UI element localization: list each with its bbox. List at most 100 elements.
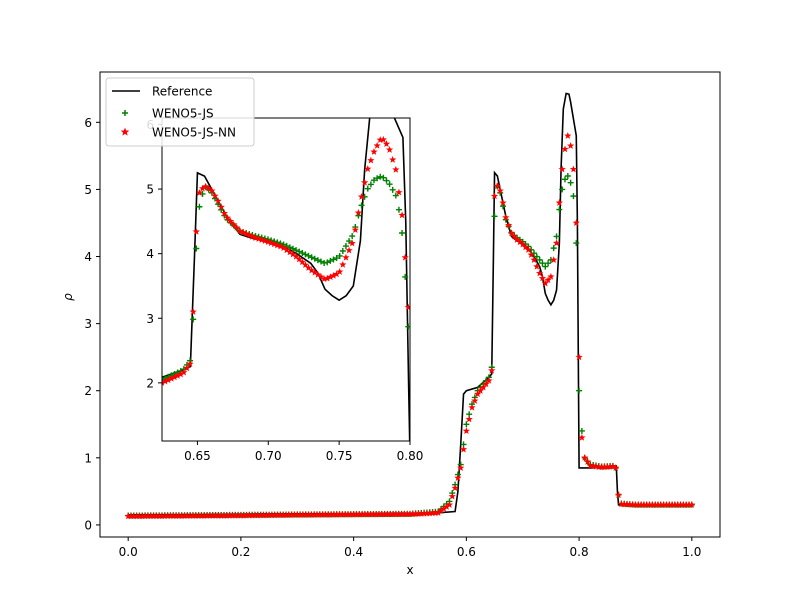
inset-point-weno5-js [383,177,390,184]
main-point-weno5-js-nn [507,229,516,237]
inset-axes-frame [161,117,411,442]
main-point-weno5-js-nn [462,427,470,435]
inset-point-weno5-js-nn [202,182,210,190]
inset-point-weno5-js-nn [226,217,235,225]
main-x-tick-label: 0.8 [570,545,589,559]
main-point-weno5-js-nn [417,509,425,517]
main-point-weno5-js [463,421,470,428]
main-point-weno5-js-nn [324,510,332,518]
main-x-tick-label: 0.6 [457,545,476,559]
main-point-weno5-js-nn [538,274,547,282]
main-y-tick-label: 1 [84,451,92,465]
main-point-weno5-js-nn [350,510,358,518]
inset-point-weno5-js-nn [289,250,297,258]
inset-point-weno5-js [305,252,312,259]
main-point-weno5-js-nn [262,511,270,519]
main-point-weno5-js-nn [581,454,589,461]
inset-series-reference-line [162,118,410,441]
main-point-weno5-js [550,245,557,252]
main-point-weno5-js-nn [223,511,231,519]
main-point-weno5-js-nn [130,512,138,520]
inset-point-weno5-js-nn [376,136,384,144]
main-point-weno5-js-nn [674,500,682,508]
inset-point-weno5-js-nn [292,252,300,260]
inset-point-weno5-js-nn [351,226,359,233]
main-point-weno5-js [533,253,540,260]
main-point-weno5-js-nn [634,500,642,508]
main-point-weno5-js-nn [231,511,239,519]
main-point-weno5-js-nn [234,511,242,519]
main-point-weno5-js-nn [361,510,369,518]
inset-point-weno5-js-nn [342,253,350,261]
main-point-weno5-js-nn [161,512,169,520]
inset-point-weno5-js [327,257,334,264]
main-point-weno5-js-nn [578,433,586,441]
main-point-weno5-js-nn [465,415,473,423]
inset-point-weno5-js [371,177,378,184]
main-point-weno5-js-nn [420,509,428,517]
main-point-weno5-js-nn [214,511,222,519]
main-point-weno5-js-nn [375,510,383,518]
main-point-weno5-js-nn [648,500,656,508]
inset-point-weno5-js-nn [239,228,247,236]
main-point-weno5-js-nn [285,511,293,519]
inset-point-weno5-js-nn [251,234,260,242]
main-point-weno5-js-nn [547,272,555,280]
inset-point-weno5-js-nn [267,239,275,247]
inset-point-weno5-js [318,258,325,265]
main-point-weno5-js-nn [426,509,434,517]
inset-point-weno5-js-nn [323,274,331,282]
main-point-weno5-js-nn [485,376,493,384]
inset-point-weno5-js-nn [211,192,219,200]
main-point-weno5-js [536,256,543,263]
inset-point-weno5-js-nn [261,237,269,245]
main-point-weno5-js-nn [299,511,307,518]
inset-point-weno5-js [402,273,409,280]
inset-x-tick-label: 0.70 [255,449,282,463]
main-point-weno5-js-nn [192,512,200,519]
main-point-weno5-js-nn [476,386,485,394]
inset-point-weno5-js [342,243,349,250]
x-axis-label: x [406,563,413,577]
inset-point-weno5-js-nn [248,232,257,240]
main-point-weno5-js [559,186,566,193]
main-point-weno5-js-nn [406,510,414,518]
main-y-tick-label: 5 [84,183,92,197]
inset-point-weno5-js [392,192,399,199]
main-point-weno5-js-nn [206,511,214,519]
main-point-weno5-js-nn [572,219,580,227]
main-point-weno5-js-nn [211,511,220,519]
inset-point-weno5-js [302,251,309,258]
inset-point-weno5-js [349,233,356,240]
main-point-weno5-js-nn [583,458,592,465]
inset-point-weno5-js-nn [255,235,263,243]
main-point-weno5-js-nn [282,511,290,519]
main-point-weno5-js-nn [414,509,423,517]
inset-background [162,118,410,441]
main-point-weno5-js-nn [657,500,665,508]
main-point-weno5-js-nn [237,511,245,519]
main-point-weno5-js-nn [552,239,561,247]
inset-point-weno5-js-nn [214,197,222,205]
inset-point-weno5-js-nn [389,155,397,163]
inset-y-tick-label: 5 [146,183,154,197]
main-point-weno5-js-nn [479,383,487,391]
main-point-weno5-js-nn [279,511,287,519]
main-point-weno5-js-nn [226,511,234,519]
inset-point-weno5-js [324,259,331,266]
main-point-weno5-js-nn [180,512,189,519]
inset-point-weno5-js-nn [189,308,197,315]
main-point-weno5-js [556,206,563,213]
main-point-weno5-js-nn [372,510,380,518]
main-point-weno5-js-nn [386,510,394,518]
inset-point-weno5-js-nn [276,242,285,250]
inset-x-tick-label: 0.80 [397,449,424,463]
main-point-weno5-js-nn [645,500,654,508]
main-point-weno5-js-nn [457,464,465,471]
inset-point-weno5-js-nn [236,227,244,235]
main-point-weno5-js-nn [321,510,330,518]
main-point-weno5-js-nn [609,462,617,470]
main-point-weno5-js-nn [614,491,623,499]
main-point-weno5-js-nn [660,500,668,508]
inset-y-tick-label: 3 [146,312,154,326]
